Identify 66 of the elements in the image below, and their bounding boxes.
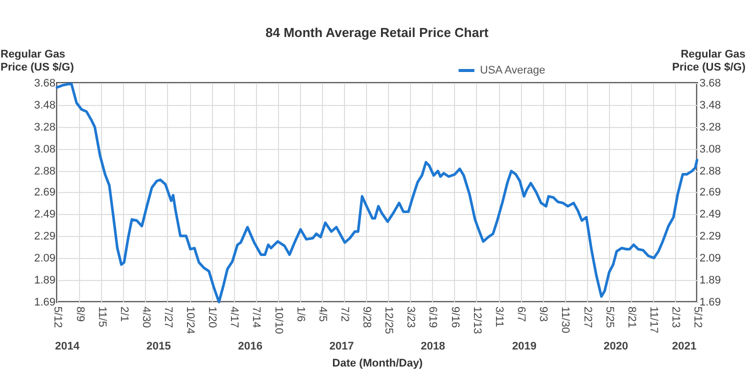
x-tick-label: 7/2: [338, 306, 351, 322]
y2-tick-label: 1.89: [700, 274, 721, 286]
x-tick-label: 9/16: [448, 306, 461, 328]
x-tick-label: 7/27: [162, 306, 174, 328]
y2-tick-label: 3.68: [700, 78, 721, 90]
x-tick-label: 10/24: [184, 306, 196, 334]
x2-tick-label: 2021: [672, 340, 696, 352]
x2-tick-label: 2015: [146, 340, 171, 352]
x-tick-label: 5/25: [603, 306, 616, 328]
x2-tick-label: 2017: [329, 340, 354, 352]
y2-tick-label: 2.09: [700, 252, 721, 264]
x-tick-label: 2/27: [581, 306, 594, 328]
line-series: [56, 82, 698, 304]
x2-tick-label: 2014: [55, 340, 80, 352]
legend-label: USA Average: [480, 64, 546, 76]
x-tick-label: 12/13: [470, 306, 483, 334]
x-tick-label: 5/12: [52, 306, 64, 328]
x-axis-title: Date (Month/Day): [332, 358, 424, 370]
y-tick-label: 3.08: [34, 144, 56, 156]
x-tick-label: 6/7: [515, 306, 528, 322]
x-tick-label: 3/23: [404, 306, 417, 328]
x-tick-label: 4/17: [228, 306, 240, 328]
x-tick-label: 8/9: [74, 306, 86, 322]
x-tick-label: 1/6: [294, 306, 306, 322]
y2-tick-label: 3.48: [700, 100, 721, 112]
x2-tick-label: 2016: [238, 340, 262, 352]
x-tick-label: 4/5: [316, 306, 329, 322]
y-tick-label: 3.28: [34, 122, 56, 134]
x2-tick-label: 2018: [420, 340, 446, 352]
x-tick-label: 8/21: [625, 306, 638, 328]
x-tick-label: 11/30: [559, 306, 572, 334]
y2-tick-label: 3.28: [700, 122, 721, 134]
x-tick-label: 2/1: [118, 306, 130, 322]
y2-axis-title: Regular Gas Price (US $/G): [672, 48, 746, 74]
x2-tick-label: 2020: [604, 340, 628, 352]
x-tick-label: 11/17: [647, 306, 660, 334]
x-tick-label: 9/28: [360, 306, 373, 328]
y-tick-label: 2.88: [34, 166, 56, 178]
y-tick-label: 3.68: [34, 78, 56, 90]
y-tick-label: 2.09: [34, 252, 56, 264]
x-tick-label: 6/19: [426, 306, 439, 328]
x-tick-label: 3/11: [493, 306, 506, 328]
x-tick-label: 9/3: [537, 306, 550, 322]
y2-tick-label: 2.88: [700, 166, 721, 178]
x-tick-label: 4/30: [140, 306, 152, 328]
y-tick-label: 3.48: [34, 100, 56, 112]
y2-tick-label: 2.69: [700, 186, 721, 198]
x-tick-label: 10/10: [272, 306, 284, 334]
y-tick-label: 2.69: [34, 186, 56, 198]
y2-tick-label: 1.69: [700, 296, 721, 308]
x-tick-label: 5/12: [692, 306, 704, 328]
y-tick-label: 2.49: [34, 208, 56, 220]
y2-tick-label: 3.08: [700, 144, 721, 156]
y2-tick-label: 2.49: [700, 208, 721, 220]
x-tick-label: 2/13: [669, 306, 682, 328]
x-tick-label: 12/25: [382, 306, 395, 334]
x-tick-label: 7/14: [250, 306, 262, 328]
y-tick-label: 1.89: [34, 274, 56, 286]
y-tick-label: 1.69: [34, 296, 56, 308]
x2-tick-label: 2019: [512, 340, 537, 352]
x-tick-label: 1/20: [206, 306, 218, 328]
x-tick-label: 11/5: [96, 306, 108, 328]
chart-title: 84 Month Average Retail Price Chart: [266, 25, 490, 40]
y2-tick-label: 2.29: [700, 230, 721, 242]
y-tick-label: 2.29: [34, 230, 56, 242]
y-axis-title: Regular Gas Price (US $/G): [0, 48, 74, 74]
